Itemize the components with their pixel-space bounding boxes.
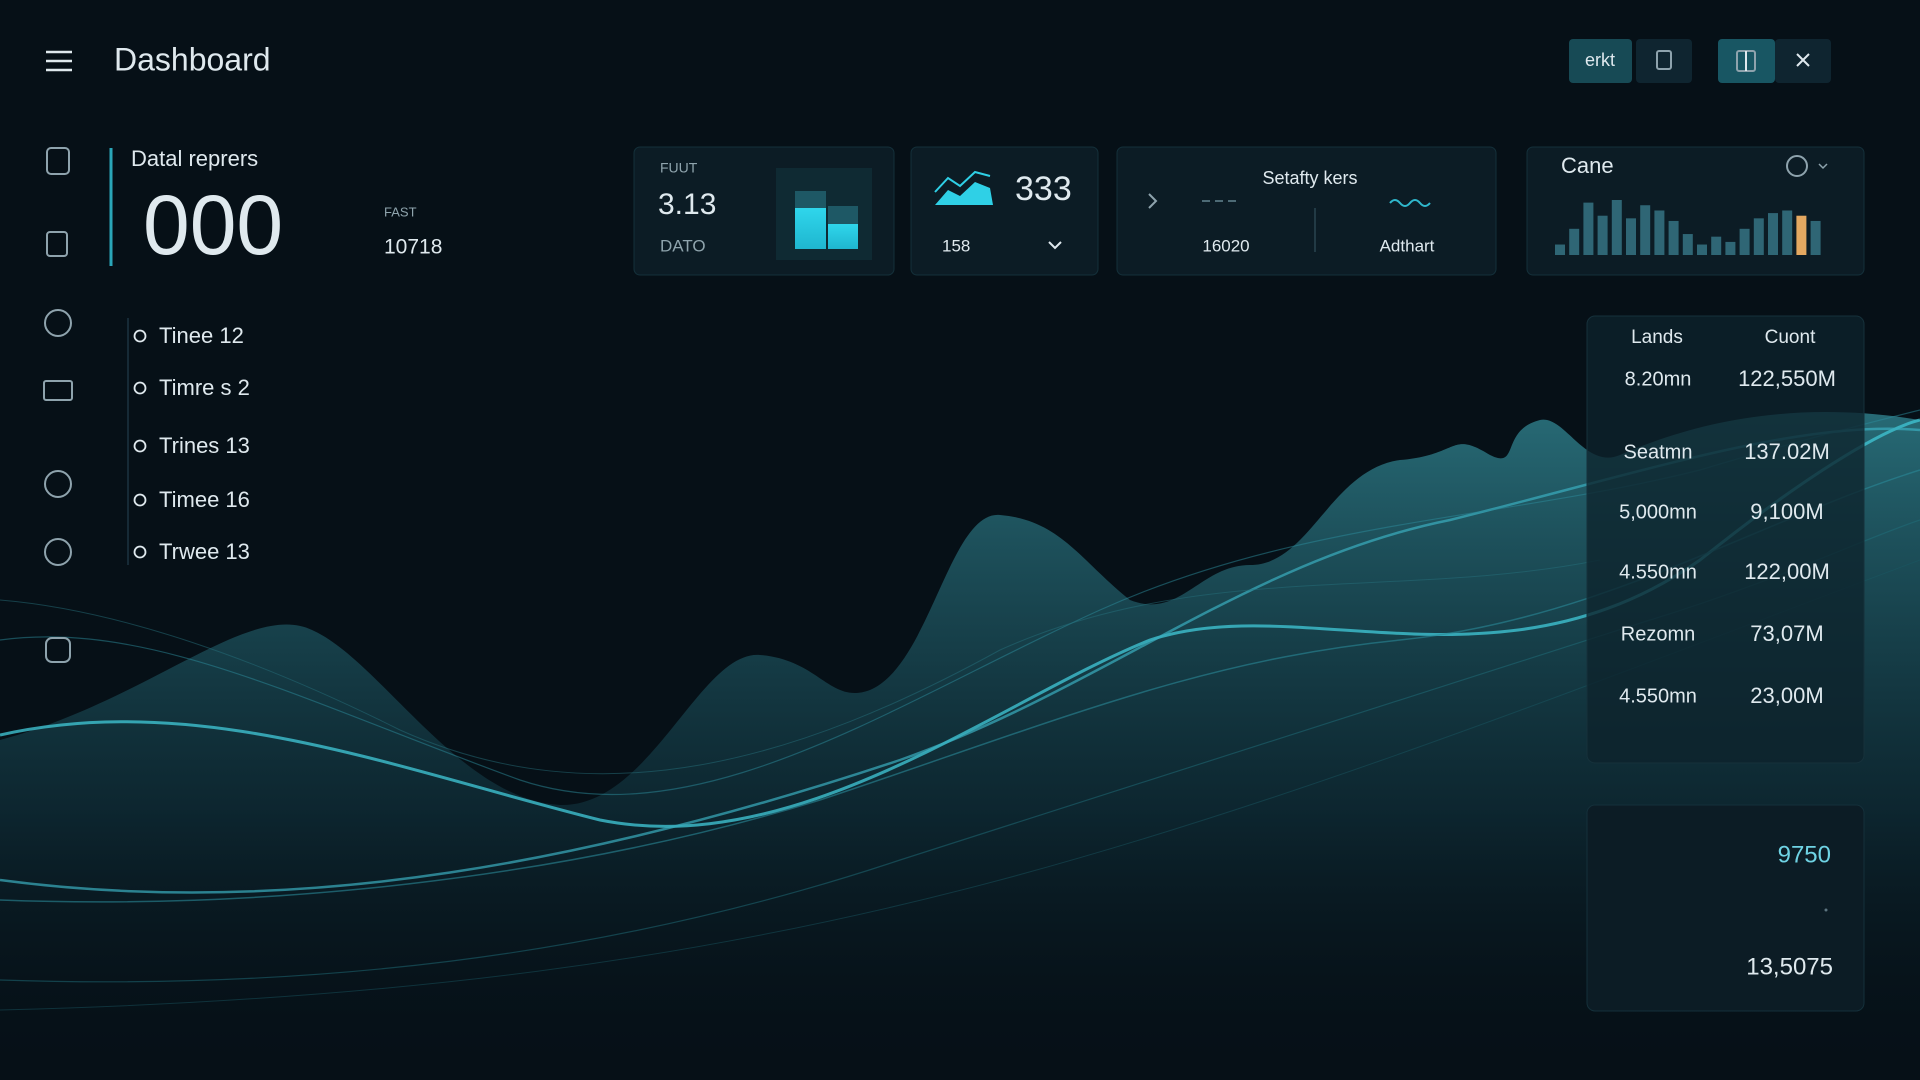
row-value: 73,07M <box>1750 621 1823 646</box>
nav-icon[interactable] <box>46 147 70 175</box>
column-header: Lands <box>1631 327 1683 348</box>
row-label: 4.550mn <box>1619 561 1697 583</box>
card-title: Setafty kers <box>1262 168 1357 188</box>
row-value: 137.02M <box>1744 439 1830 464</box>
copy-icon <box>1656 50 1672 70</box>
row-value: 122,550M <box>1738 366 1836 391</box>
side-value: 10718 <box>384 236 442 259</box>
bar <box>1796 215 1807 255</box>
row-label: 8.20mn <box>1625 368 1692 390</box>
card-graphic <box>795 208 826 249</box>
bar-chart <box>1555 200 1821 255</box>
bar <box>1668 220 1679 255</box>
bar <box>1711 236 1722 255</box>
page-title: Dashboard <box>114 41 271 77</box>
list-bullet <box>133 381 147 395</box>
row-label: Seatmn <box>1624 441 1693 463</box>
bar <box>1611 200 1622 255</box>
row-label: 5,000mn <box>1619 501 1697 523</box>
summary-value: 000 <box>143 178 283 272</box>
list-bullet <box>133 545 147 559</box>
card-graphic <box>828 224 858 249</box>
icon-button[interactable] <box>1636 39 1692 83</box>
bar <box>1583 202 1594 255</box>
card <box>910 146 1099 276</box>
list-bullet <box>133 439 147 453</box>
card-value: 3.13 <box>658 188 716 221</box>
bar <box>1753 218 1764 255</box>
sidebar <box>43 147 73 663</box>
bar <box>1597 215 1608 255</box>
card <box>1526 146 1865 276</box>
legend-line <box>1389 199 1431 207</box>
toolbar: erkt <box>1569 39 1831 83</box>
sparkline <box>935 182 993 205</box>
list-bullet <box>133 329 147 343</box>
close-icon <box>1796 53 1810 67</box>
sparkline <box>934 170 991 193</box>
column-header: Cuont <box>1765 327 1816 348</box>
separator-dot <box>1824 908 1828 912</box>
bar <box>1654 210 1665 255</box>
side-label: FAST <box>384 204 417 219</box>
card-value: 333 <box>1015 170 1072 208</box>
card-title: Cane <box>1561 153 1614 178</box>
list-item[interactable]: Tinee 12 <box>159 323 244 348</box>
row-label: 4.550mn <box>1619 685 1697 707</box>
action-button[interactable] <box>1569 39 1632 83</box>
card-label: FUUT <box>660 160 698 176</box>
bar <box>1739 228 1750 255</box>
row-value: 122,00M <box>1744 559 1830 584</box>
list-item[interactable]: Trwee 13 <box>159 539 250 564</box>
bar <box>1640 205 1651 255</box>
next-button[interactable] <box>1148 193 1158 209</box>
nav-icon[interactable] <box>44 538 72 566</box>
bar <box>1697 244 1707 255</box>
nav-icon[interactable] <box>45 637 71 663</box>
nav-icon[interactable] <box>46 231 68 257</box>
table-panel <box>1586 315 1865 764</box>
dropdown[interactable] <box>1818 163 1828 170</box>
info-icon[interactable] <box>1786 155 1808 177</box>
bar <box>1725 241 1736 255</box>
card-footer: 158 <box>942 236 970 255</box>
total-value: 9750 <box>1778 841 1831 868</box>
bar <box>1768 213 1778 255</box>
row-value: 9,100M <box>1750 499 1823 524</box>
row-value: 23,00M <box>1750 683 1823 708</box>
list-item[interactable]: Trines 13 <box>159 433 250 458</box>
bar <box>1810 220 1821 255</box>
bar <box>1555 244 1565 255</box>
table: Lands Cuont 8.20mn 122,550M Seatmn 137.02M 5,0… <box>1619 327 1836 708</box>
nav-icon[interactable] <box>44 309 72 337</box>
menu-button[interactable] <box>46 50 72 72</box>
card-value: Adthart <box>1380 236 1435 255</box>
total-value: 13,5075 <box>1746 953 1833 980</box>
row-label: Rezomn <box>1621 623 1695 645</box>
card <box>1116 146 1497 276</box>
totals-panel <box>1586 804 1865 1012</box>
bar <box>1682 234 1693 255</box>
list-bullet <box>133 493 147 507</box>
action-label: erkt <box>1585 50 1615 70</box>
item-list: Tinee 12 Timre s 2 Trines 13 Timee 16 Trwee … <box>133 323 250 564</box>
list-item[interactable]: Timee 16 <box>159 487 250 512</box>
card-footer: DATO <box>660 236 706 255</box>
bar <box>1569 228 1580 255</box>
list-item[interactable]: Timre s 2 <box>159 375 250 400</box>
summary-label: Datal reprers <box>131 146 258 171</box>
nav-icon[interactable] <box>43 380 73 401</box>
bar <box>1782 210 1793 255</box>
nav-icon[interactable] <box>44 470 72 498</box>
dropdown[interactable] <box>1048 241 1062 250</box>
card-value: 16020 <box>1202 236 1249 255</box>
bar <box>1626 218 1636 255</box>
